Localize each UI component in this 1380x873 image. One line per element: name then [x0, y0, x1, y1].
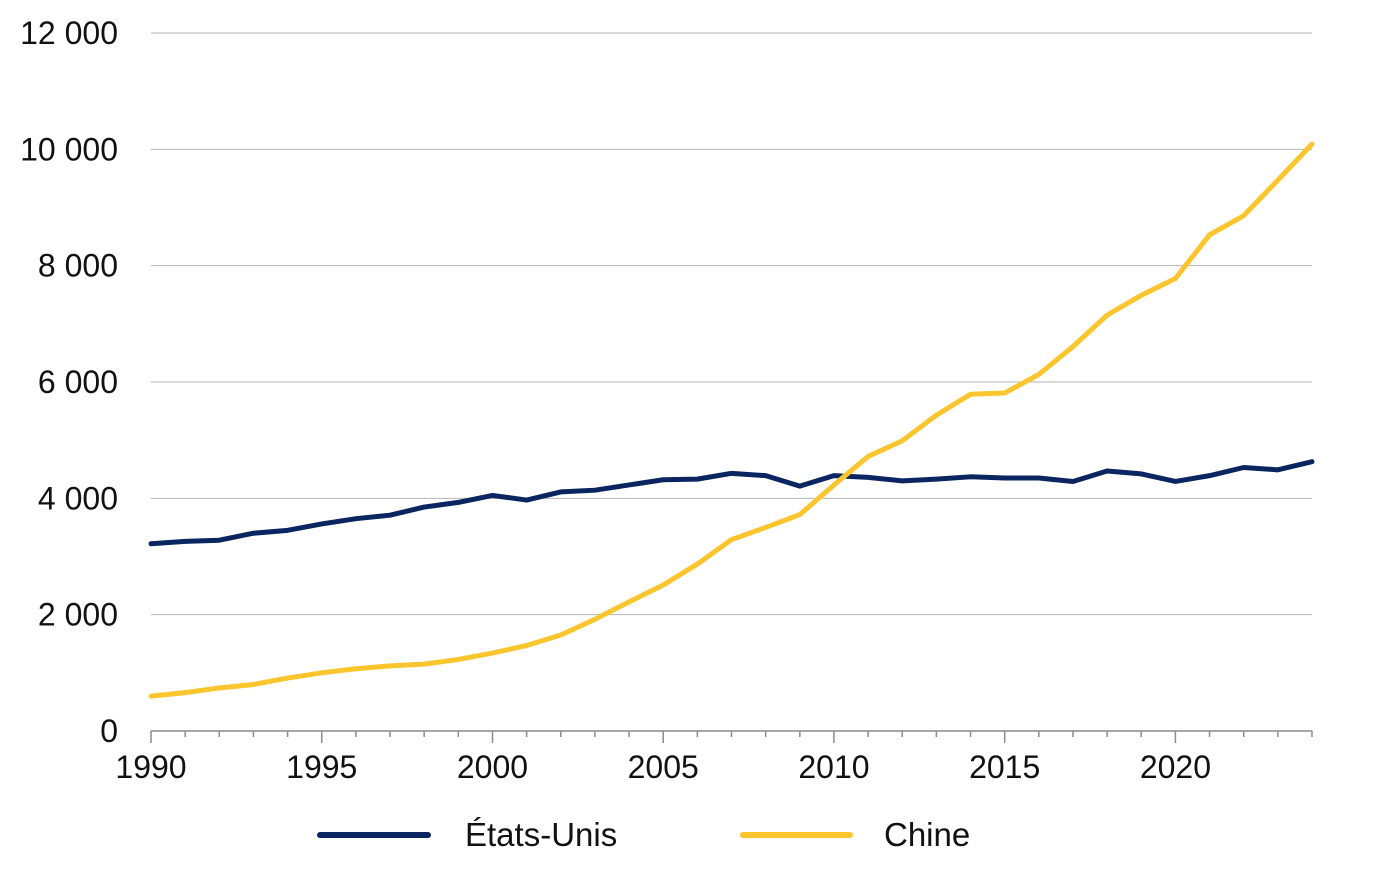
y-tick-label: 6 000	[38, 364, 118, 400]
y-tick-label: 4 000	[38, 480, 118, 516]
y-tick-label: 8 000	[38, 248, 118, 284]
legend: États-Unis Chine	[317, 816, 970, 853]
x-tick-label: 1995	[286, 749, 357, 785]
y-tick-label: 10 000	[20, 131, 118, 167]
x-tick-label: 2015	[969, 749, 1040, 785]
legend-label: Chine	[884, 816, 970, 853]
x-axis-ticks: 1990 1995 2000 2005 2010 2015 2020	[115, 731, 1313, 785]
y-tick-label: 2 000	[38, 597, 118, 633]
series-lines	[148, 141, 1315, 699]
x-tick-label: 2010	[798, 749, 869, 785]
x-tick-label: 2000	[457, 749, 528, 785]
y-axis-ticks: 0 2 000 4 000 6 000 8 000 10 000 12 000	[20, 15, 118, 749]
series-line-etats-unis	[148, 459, 1315, 547]
x-tick-label: 2005	[628, 749, 699, 785]
x-tick-label: 1990	[115, 749, 186, 785]
x-tick-label: 2020	[1140, 749, 1211, 785]
y-tick-label: 0	[100, 713, 118, 749]
gridlines	[151, 32, 1312, 616]
series-line-chine	[148, 141, 1315, 699]
legend-label: États-Unis	[465, 816, 617, 853]
y-tick-label: 12 000	[20, 15, 118, 51]
